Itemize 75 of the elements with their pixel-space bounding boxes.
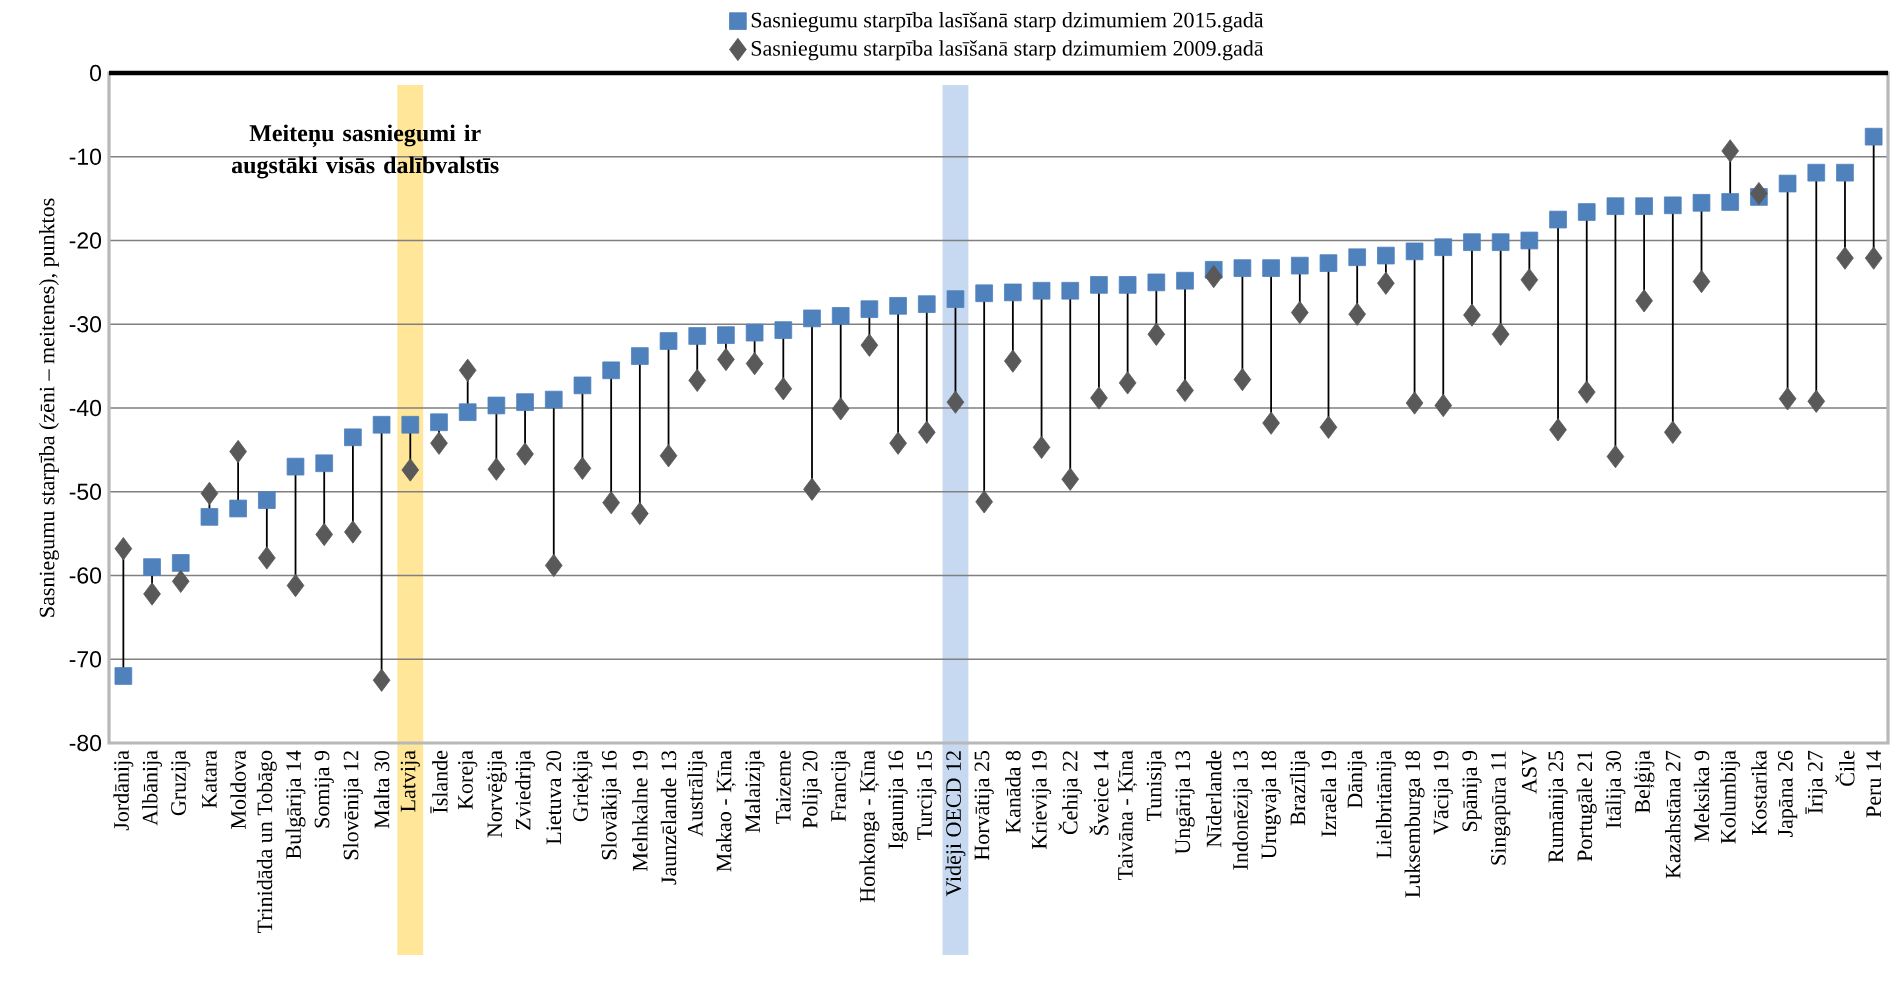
x-tick-label: Somija 9 bbox=[314, 750, 334, 828]
x-tick-label: Meksika 9 bbox=[1693, 750, 1710, 842]
x-tick-label: Malaizija bbox=[744, 750, 765, 833]
x-tick-label: Japāna 26 bbox=[1777, 750, 1798, 837]
x-tick-label: Malta 30 bbox=[373, 750, 390, 829]
x-tick-label: ASV bbox=[1521, 750, 1537, 794]
x-tick-label: Katara bbox=[202, 750, 217, 809]
x-tick-label: Slovākija 16 bbox=[601, 750, 622, 860]
x-tick-label: Jordānija bbox=[113, 750, 134, 831]
legend-label: Sasniegumu starpība lasīšanā starp dzimumiem 2015.gadā bbox=[751, 11, 1264, 33]
x-tick-label: Izraēla 19 bbox=[1320, 750, 1337, 837]
y-tick-label: -60 bbox=[69, 567, 102, 584]
x-tick-label: Kolumbija bbox=[1720, 750, 1741, 844]
x-tick-label: Polija 20 bbox=[802, 750, 822, 829]
x-tick-label: Albānija bbox=[142, 750, 163, 826]
x-tick-label: Peru 14 bbox=[1866, 750, 1882, 818]
x-tick-label: Grieķija bbox=[572, 750, 593, 822]
x-tick-label: Melnkalne 19 bbox=[632, 750, 648, 872]
x-tick-label: Kanāda 8 bbox=[1005, 750, 1021, 834]
x-tick-label: Igaunija 16 bbox=[888, 750, 908, 849]
x-tick-label: Čile bbox=[1835, 750, 1855, 786]
x-tick-label: Kazahstāna 27 bbox=[1665, 750, 1681, 879]
y-tick-label: -50 bbox=[69, 483, 102, 500]
y-axis-title: Sasniegumu starpība (zēni – meitenes), punktos bbox=[38, 198, 59, 617]
x-tick-label: Īrija 27 bbox=[1805, 750, 1828, 814]
x-tick-label: Kostarika bbox=[1751, 750, 1767, 835]
x-tick-label: Ungārija 13 bbox=[1175, 750, 1195, 855]
x-tick-label: Šveice 14 bbox=[1089, 750, 1109, 835]
x-tick-label: Taizeme bbox=[775, 750, 791, 824]
x-tick-label: Lietuva 20 bbox=[546, 750, 562, 845]
x-tick-label: Vācija 19 bbox=[1433, 750, 1453, 835]
x-tick-label: Turcija 15 bbox=[917, 750, 937, 840]
x-tick-label: Čehija 22 bbox=[1058, 751, 1083, 835]
x-tick-label: Nīderlande bbox=[1205, 750, 1222, 848]
x-tick-label: Gruzija bbox=[171, 750, 191, 816]
x-tick-label: Īslande bbox=[430, 750, 448, 814]
x-tick-label: Urugvaja 18 bbox=[1261, 750, 1281, 859]
x-tick-label: Norvēģija bbox=[486, 750, 507, 838]
x-tick-label: Rumānija 25 bbox=[1548, 750, 1568, 863]
x-tick-label: Moldova bbox=[230, 750, 246, 829]
annotation: Meiteņu sasniegumi ir augstāki visās dalībvalstīs bbox=[231, 124, 499, 179]
x-tick-label: Slovēnija 12 bbox=[342, 751, 363, 860]
x-tick-label: Francija bbox=[831, 750, 851, 822]
y-tick-label: -40 bbox=[69, 399, 102, 417]
x-tick-label: Itālija 30 bbox=[1605, 750, 1626, 829]
x-tick-label: Tunisija bbox=[1146, 750, 1166, 821]
x-tick-label: Jaunzēlande 13 bbox=[660, 750, 677, 885]
x-tick-label: Latvija bbox=[400, 750, 420, 812]
x-tick-label: Brazīlija bbox=[1289, 750, 1310, 826]
x-tick-label: Vidēji OECD 12 bbox=[945, 751, 966, 897]
x-tick-label: Koreja bbox=[458, 750, 478, 810]
x-tick-label: Spānija 9 bbox=[1462, 750, 1482, 832]
x-tick-label: Lielbritānija bbox=[1375, 750, 1396, 859]
x-tick-label: Taivāna - Ķīna bbox=[1118, 750, 1138, 881]
x-tick-label: Trinidāda un Tobāgo bbox=[256, 750, 277, 934]
x-tick-label: Horvātija 25 bbox=[974, 750, 994, 861]
y-tick-label: -30 bbox=[69, 316, 102, 333]
x-tick-label: Zviedrija bbox=[515, 750, 536, 830]
x-tick-label: Austrālija bbox=[687, 750, 708, 837]
y-tick-label: -20 bbox=[69, 232, 102, 249]
x-tick-label: Honkonga - Ķīna bbox=[859, 750, 880, 903]
y-tick-label: -70 bbox=[69, 651, 102, 668]
x-tick-label: Singapūra 11 bbox=[1491, 751, 1511, 865]
legend-label: Sasniegumu starpība lasīšanā starp dzimumiem 2009.gadā bbox=[751, 40, 1264, 61]
x-tick-label: Bulgārija 14 bbox=[285, 750, 306, 859]
y-tick-label: -10 bbox=[69, 148, 102, 165]
y-tick-label: 0 bbox=[90, 64, 102, 82]
x-tick-label: Portugāle 21 bbox=[1576, 751, 1597, 862]
y-tick-label: -80 bbox=[69, 734, 102, 752]
x-tick-label: Indonēzija 13 bbox=[1232, 750, 1253, 870]
x-tick-label: Krievija 19 bbox=[1031, 750, 1052, 850]
x-tick-label: Makao - Ķīna bbox=[715, 750, 736, 872]
x-tick-label: Dānija bbox=[1347, 750, 1367, 809]
x-tick-label: Luksemburga 18 bbox=[1404, 750, 1425, 898]
x-tick-label: Beļģija bbox=[1633, 750, 1655, 813]
